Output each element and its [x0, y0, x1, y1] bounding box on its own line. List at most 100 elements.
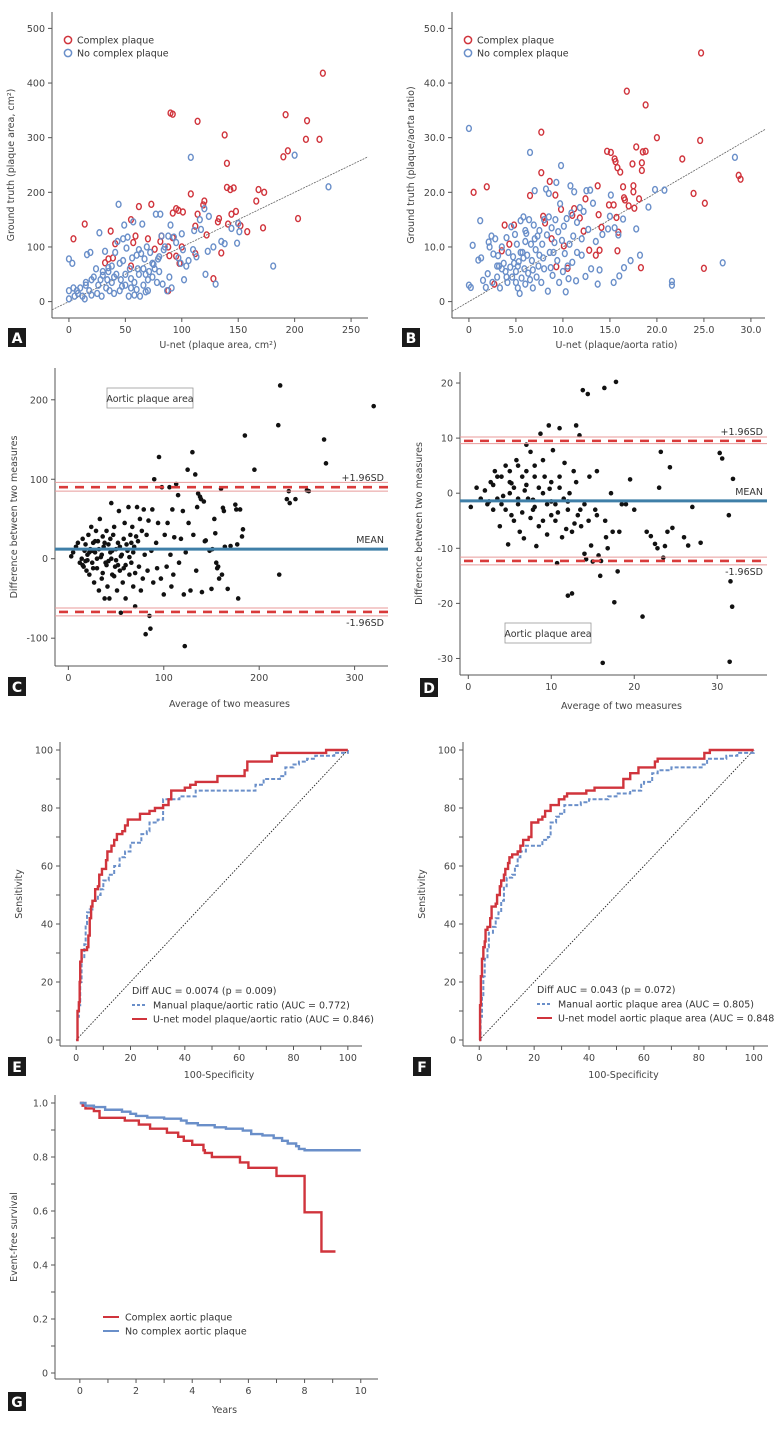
x-tick-label: 10.0 [552, 325, 573, 336]
data-point [113, 558, 119, 563]
data-point [194, 504, 200, 510]
data-point-no-complex [541, 265, 548, 273]
data-point [104, 528, 109, 534]
data-point [168, 552, 173, 558]
data-point-no-complex [477, 217, 484, 225]
data-point-no-complex [88, 291, 95, 299]
legend-label: Manual aortic plaque area (AUC = 0.805) [558, 1000, 754, 1011]
x-tick-label: 8 [302, 1386, 308, 1397]
data-point [546, 423, 552, 428]
data-point-complex [259, 224, 267, 232]
data-point [588, 543, 594, 548]
x-tick-label: 4 [189, 1386, 195, 1397]
data-point-no-complex [520, 213, 527, 221]
data-point [169, 584, 174, 589]
data-point [482, 488, 488, 493]
data-point [102, 540, 107, 546]
data-point [719, 456, 725, 461]
data-point [667, 465, 673, 470]
data-point [97, 516, 103, 522]
x-tick-label: 6 [245, 1386, 251, 1397]
data-point-no-complex [606, 212, 614, 221]
data-point-complex [552, 191, 559, 199]
x-tick-label: 20 [628, 682, 640, 693]
data-point [70, 550, 76, 555]
x-tick-label: 80 [287, 1053, 299, 1064]
data-point-no-complex [479, 276, 487, 284]
data-point-no-complex [518, 274, 525, 282]
data-point-complex [637, 264, 645, 272]
data-point-no-complex [494, 252, 502, 260]
data-point-complex [470, 188, 477, 197]
data-point-complex [166, 252, 173, 260]
data-point-no-complex [547, 264, 554, 272]
data-point [221, 508, 227, 514]
data-point [503, 463, 508, 468]
data-point-complex [538, 168, 545, 177]
data-point-complex [586, 246, 593, 254]
data-point [287, 500, 293, 506]
data-point [571, 468, 576, 474]
data-point [717, 450, 723, 456]
x-tick-label: 15.0 [599, 325, 620, 336]
data-point [212, 530, 218, 536]
data-point-no-complex [554, 256, 561, 265]
x-tick-label: 10 [545, 682, 557, 693]
data-point [648, 533, 654, 539]
data-point-complex [230, 184, 237, 192]
data-point-no-complex [87, 248, 94, 257]
y-tick-label: 80 [444, 804, 456, 815]
data-point [136, 564, 142, 569]
data-point-no-complex [668, 281, 676, 289]
y-tick-label: -30 [437, 654, 453, 665]
data-point-no-complex [156, 253, 163, 261]
y-tick-label: 200 [30, 395, 48, 406]
data-point-complex [610, 201, 617, 209]
series-line-red [76, 748, 348, 1042]
data-point-no-complex [127, 274, 135, 283]
data-point-no-complex [140, 265, 147, 273]
legend-label: No complex aortic plaque [125, 1327, 247, 1338]
data-point [108, 536, 113, 542]
data-point-no-complex [187, 153, 194, 162]
data-point [371, 403, 376, 409]
data-point-no-complex [130, 218, 137, 226]
panel-label: E [12, 1060, 22, 1076]
data-point [176, 560, 182, 565]
data-point [490, 482, 496, 488]
data-point-no-complex [161, 243, 168, 251]
data-point-no-complex [615, 231, 622, 239]
data-point [178, 536, 184, 542]
data-point-no-complex [546, 248, 553, 257]
panel-b: 0 5.0 10.0 15.0 20.0 25.0 30.0 0 10.0 20.0 30.0 40.… [402, 12, 766, 351]
panel-label: D [423, 681, 435, 697]
data-point-no-complex [731, 153, 739, 162]
data-point-no-complex [157, 210, 164, 218]
panel-label-box [8, 1057, 26, 1076]
data-point-no-complex [136, 292, 144, 300]
x-axis-label: Average of two measures [561, 701, 682, 712]
data-point-no-complex [636, 251, 644, 259]
data-point-complex [594, 182, 601, 190]
y-tick-label: 40.0 [424, 79, 445, 90]
data-point-complex [255, 185, 262, 194]
data-point-no-complex [544, 287, 551, 295]
y-tick-label: 0 [447, 489, 453, 500]
data-point [505, 542, 511, 547]
data-point-no-complex [661, 186, 668, 194]
y-tick-label: -10 [437, 544, 453, 555]
data-point [105, 584, 110, 589]
annotation-box [504, 622, 592, 644]
data-point [148, 626, 153, 631]
data-point [640, 614, 645, 619]
data-point-complex [319, 69, 326, 77]
data-point-complex [194, 117, 201, 125]
data-point [122, 520, 127, 526]
data-point [596, 553, 601, 558]
x-tick-label: 0 [77, 1386, 83, 1397]
data-point [617, 529, 622, 535]
data-point [562, 460, 567, 466]
data-point-complex [144, 235, 152, 243]
data-point [603, 534, 609, 540]
data-point-complex [526, 191, 534, 200]
